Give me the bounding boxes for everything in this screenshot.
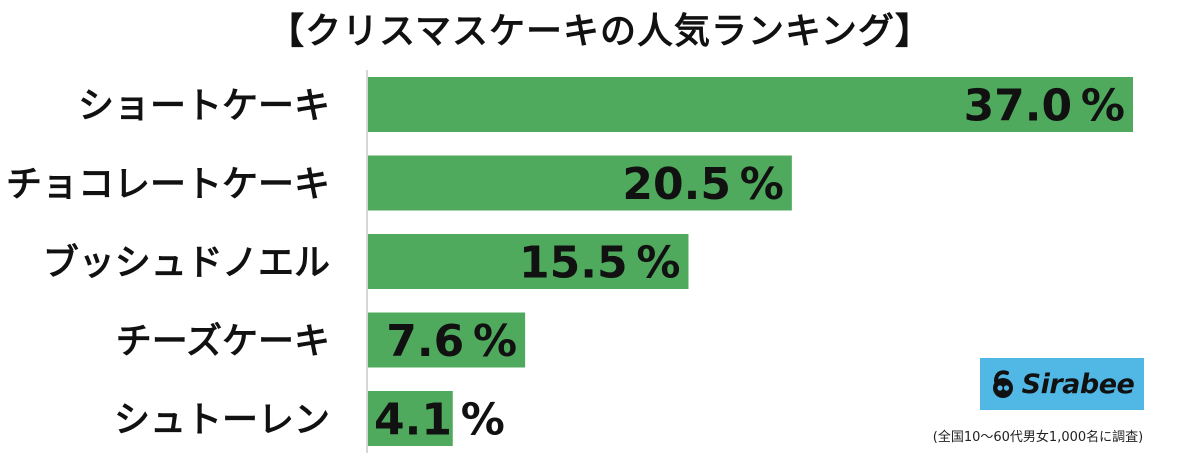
value-unit: %: [731, 159, 784, 210]
bar: [368, 391, 453, 446]
sirabee-mascot-icon: [990, 369, 1016, 399]
value-label: 4.1 %: [374, 395, 505, 446]
value-label: 20.5 %: [622, 159, 783, 210]
bar: [368, 77, 1133, 132]
chart-title: 【クリスマスケーキの人気ランキング】: [268, 11, 932, 52]
value-label: 7.6 %: [386, 316, 517, 367]
bar: [368, 312, 526, 368]
value-unit: %: [452, 395, 505, 446]
value-label: 15.5 %: [519, 238, 680, 289]
category-label: ショートケーキ: [78, 86, 330, 127]
value-unit: %: [1072, 81, 1125, 132]
value-unit: %: [464, 316, 517, 367]
category-label: チョコレートケーキ: [6, 164, 330, 205]
value-label: 37.0 %: [964, 81, 1125, 132]
logo-text: Sirabee: [1021, 368, 1135, 400]
value-number: 4.1: [374, 395, 452, 446]
sirabee-logo: Sirabee: [980, 358, 1144, 410]
category-label: チーズケーキ: [116, 320, 330, 362]
value-number: 7.6: [386, 316, 464, 367]
value-number: 15.5: [519, 238, 628, 289]
bar: [368, 234, 689, 289]
value-number: 20.5: [622, 159, 731, 210]
value-number: 37.0: [964, 81, 1073, 132]
category-label: シュトーレン: [114, 400, 330, 441]
source-note: (全国10～60代男女1,000名に調査): [932, 430, 1144, 445]
axis-line: [366, 70, 368, 453]
category-label: ブッシュドノエル: [43, 242, 330, 284]
value-unit: %: [628, 238, 681, 289]
bar: [368, 155, 792, 211]
